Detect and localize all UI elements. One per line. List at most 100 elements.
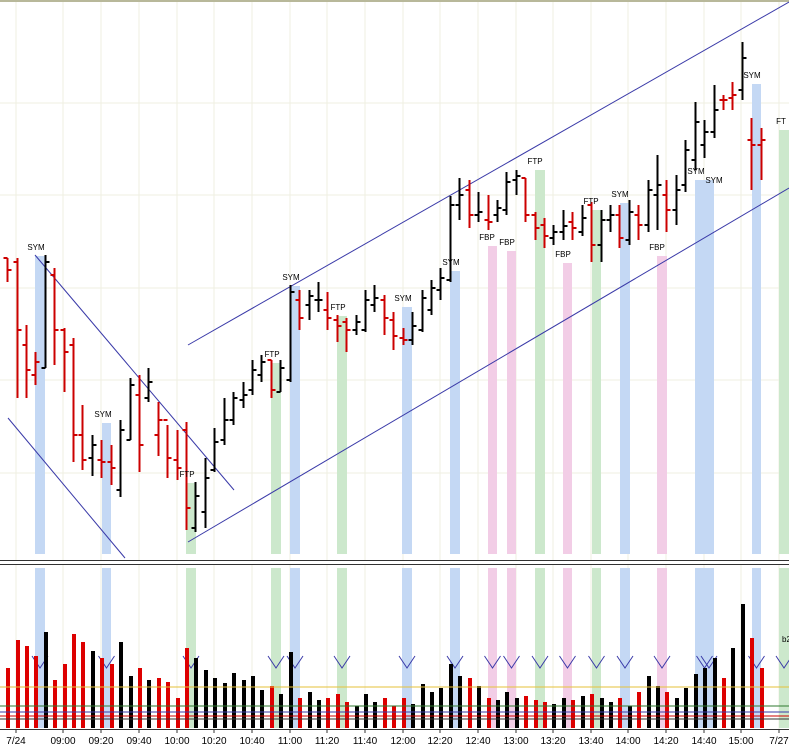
volume-bar	[562, 698, 566, 728]
volume-bar	[468, 678, 472, 728]
tick-label: 11:00	[278, 736, 303, 747]
volume-band-sym	[102, 568, 111, 728]
tick-label: 13:00	[503, 736, 528, 747]
pattern-band-sym	[450, 271, 460, 554]
volume-bar	[147, 680, 151, 728]
tick-label: 10:20	[201, 736, 226, 747]
volume-bar	[34, 656, 38, 728]
tick-label: 15:00	[728, 736, 753, 747]
volume-bar	[684, 688, 688, 728]
volume-bar	[731, 648, 735, 728]
pattern-label-ftp: FT	[776, 117, 786, 126]
tick-label: 09:20	[88, 736, 113, 747]
volume-bar	[260, 690, 264, 728]
pattern-label-sym: SYM	[27, 243, 45, 252]
volume-pattern-marker	[559, 655, 576, 669]
price-bars	[3, 42, 766, 532]
volume-bar	[439, 688, 443, 728]
pattern-label-fbp: FBP	[649, 243, 665, 252]
grid	[0, 0, 789, 730]
volume-band-ftp	[271, 568, 281, 728]
volume-bar	[750, 638, 754, 728]
volume-band-fbp	[657, 568, 667, 728]
pattern-band-sym	[102, 423, 111, 554]
volume-bar	[571, 700, 575, 728]
volume-bar	[656, 686, 660, 728]
volume-band-ftp	[186, 568, 196, 728]
tick-label: 09:00	[50, 736, 75, 747]
volume-bar	[477, 686, 481, 728]
tick-label: 7/27	[769, 736, 789, 747]
pattern-band-ftp	[186, 483, 196, 554]
volume-bar	[213, 678, 217, 728]
pattern-band-sym	[402, 307, 412, 554]
volume-band-ftp	[779, 568, 789, 728]
pattern-label-ftp: FTP	[583, 197, 598, 206]
volume-bar	[449, 664, 453, 728]
volume-bar	[600, 698, 604, 728]
volume-bar	[138, 668, 142, 728]
tick-label: 09:40	[126, 736, 151, 747]
channel-line	[187, 187, 789, 543]
volume-bar	[251, 676, 255, 728]
tick-label: 13:20	[540, 736, 565, 747]
volume-bar	[326, 698, 330, 728]
volume-bar	[279, 694, 283, 728]
pattern-band-ftp	[271, 363, 281, 554]
volume-band-sym	[752, 568, 761, 728]
pattern-label-sym: SYM	[94, 410, 112, 419]
volume-bar	[373, 702, 377, 728]
tick-label: 11:20	[315, 736, 340, 747]
tick-label: 14:00	[615, 736, 640, 747]
pattern-label-sym: SYM	[394, 294, 412, 303]
volume-bar	[129, 676, 133, 728]
volume-bar	[53, 680, 57, 728]
volume-bar	[618, 698, 622, 728]
pattern-label-ftp: FTP	[527, 157, 542, 166]
volume-bar	[505, 692, 509, 728]
volume-bar	[204, 670, 208, 728]
volume-bar	[194, 658, 198, 728]
volume-pattern-marker	[267, 655, 285, 669]
pattern-labels: SYMSYMFTPFTPSYMFTPSYMSYMFBPFBPFTPFBPFTPS…	[27, 71, 786, 479]
pattern-band-ftp	[337, 316, 347, 554]
volume-bar	[364, 694, 368, 728]
pattern-label-fbp: FBP	[479, 233, 495, 242]
volume-pattern-marker	[653, 655, 671, 669]
pattern-band-fbp	[657, 256, 667, 554]
tick-label: 10:00	[164, 736, 189, 747]
volume-bar	[72, 634, 76, 728]
volume-pattern-marker	[503, 655, 520, 669]
volume-band-sym	[290, 568, 300, 728]
pattern-label-sym: SYM	[282, 273, 300, 282]
volume-bar	[100, 658, 104, 728]
volume-bar	[110, 664, 114, 728]
pattern-band-sym	[620, 203, 630, 554]
channel-line	[187, 1, 789, 346]
volume-band-sym	[704, 568, 714, 728]
volume-bar	[402, 698, 406, 728]
volume-bar	[176, 698, 180, 728]
pattern-label-fbp: FBP	[499, 238, 515, 247]
tick-label: 12:20	[427, 736, 452, 747]
volume-bar	[270, 686, 274, 728]
volume-bar	[289, 652, 293, 728]
volume-bar	[157, 678, 161, 728]
volume-band-fbp	[563, 568, 572, 728]
volume-bar	[185, 648, 189, 728]
tick-label: 14:20	[653, 736, 678, 747]
volume-pattern-marker	[446, 655, 464, 669]
volume-bar	[741, 604, 745, 728]
volume-bar	[637, 692, 641, 728]
volume-pane: b2	[0, 604, 789, 728]
tick-label: 12:40	[465, 736, 490, 747]
volume-bar	[242, 680, 246, 728]
volume-bar	[63, 664, 67, 728]
tick-label: 13:40	[578, 736, 603, 747]
volume-bar	[694, 674, 698, 728]
pattern-band-fbp	[507, 251, 516, 554]
volume-bar	[496, 700, 500, 728]
volume-bar	[760, 668, 764, 728]
volume-bar	[590, 694, 594, 728]
